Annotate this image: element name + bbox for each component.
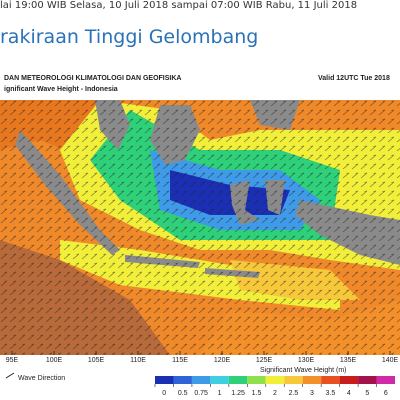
legend-swatch — [358, 376, 377, 384]
legend-swatch — [228, 376, 248, 384]
legend-swatch — [321, 376, 340, 384]
legend-tick-label: 0 — [162, 390, 166, 397]
longitude-label: 135E — [340, 357, 357, 364]
longitude-label: 110E — [130, 357, 146, 364]
page-title: rakiraan Tinggi Gelombang — [0, 26, 259, 48]
legend-swatch — [265, 376, 285, 384]
longitude-label: 130E — [298, 357, 315, 364]
map-subtitle: ignificant Wave Height - Indonesia — [4, 86, 118, 93]
legend-swatch — [247, 376, 266, 384]
legend-tick-label: 1.5 — [252, 390, 262, 397]
longitude-label: 95E — [6, 357, 19, 364]
longitude-label: 140E — [382, 357, 399, 364]
legend-tick-label: 3 — [310, 390, 314, 397]
agency: DAN METEOROLOGI KLIMATOLOGI DAN GEOFISIK… — [4, 75, 181, 82]
valid-time: Valid 12UTC Tue 2018 — [318, 75, 390, 82]
legend-swatch — [376, 376, 395, 384]
longitude-label: 120E — [214, 357, 231, 364]
legend-tick-label: 3.5 — [326, 390, 336, 397]
longitude-label: 115E — [172, 357, 188, 364]
legend-swatch — [155, 376, 174, 384]
legend-swatch — [284, 376, 303, 384]
longitude-label: 100E — [46, 357, 63, 364]
legend-swatch — [191, 376, 211, 384]
direction-sample — [5, 372, 15, 379]
legend-tick-label: 6 — [384, 390, 388, 397]
legend-tick-label: 5 — [365, 390, 369, 397]
legend-tick-label: 0.75 — [194, 390, 208, 397]
validity-text: lai 19:00 WIB Selasa, 10 Juli 2018 sampa… — [0, 0, 358, 11]
legend-swatch — [302, 376, 322, 384]
legend-tick-label: 0.5 — [178, 390, 188, 397]
legend-tick-label: 1 — [218, 390, 222, 397]
legend-tick-label: 4 — [347, 390, 351, 397]
direction-label: Wave Direction — [18, 375, 65, 382]
legend-swatch — [339, 376, 359, 384]
legend-tick-label: 2 — [273, 390, 277, 397]
legend-title: Significant Wave Height (m) — [260, 367, 347, 374]
legend-tick-label: 2.5 — [289, 390, 299, 397]
direction-arrows — [0, 100, 400, 355]
legend-swatch — [173, 376, 192, 384]
longitude-label: 105E — [88, 357, 105, 364]
longitude-label: 125E — [256, 357, 273, 364]
legend-swatch — [210, 376, 229, 384]
legend-tick-label: 1.25 — [231, 390, 245, 397]
